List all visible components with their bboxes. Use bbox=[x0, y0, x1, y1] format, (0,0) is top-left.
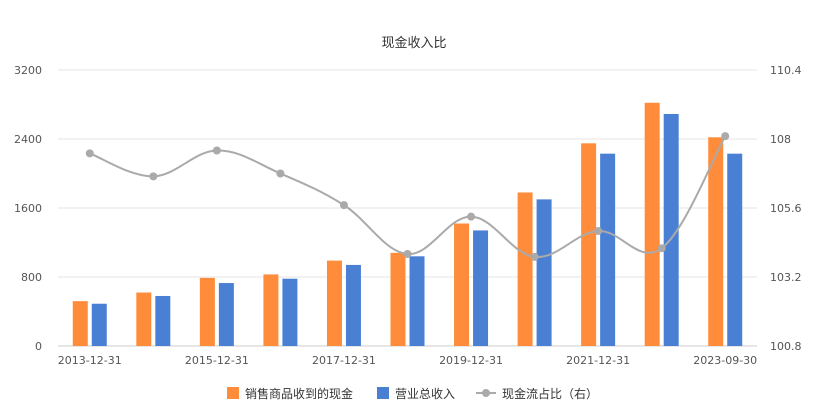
bar-cash-received[interactable] bbox=[390, 252, 406, 346]
y-right-tick-label: 108 bbox=[770, 133, 791, 146]
grid-layer bbox=[58, 69, 757, 347]
bar-cash-received[interactable] bbox=[136, 292, 152, 346]
bar-total-revenue[interactable] bbox=[345, 264, 361, 346]
bar-cash-received[interactable] bbox=[708, 137, 724, 346]
bar-cash-received[interactable] bbox=[199, 277, 215, 346]
bar-cash-received[interactable] bbox=[581, 143, 597, 346]
line-point[interactable] bbox=[721, 132, 730, 141]
x-tick-label: 2015-12-31 bbox=[185, 354, 249, 367]
legend[interactable]: 销售商品收到的现金 营业总收入 现金流占比（右） bbox=[227, 386, 598, 401]
legend-swatch bbox=[377, 387, 389, 399]
line-point[interactable] bbox=[276, 169, 285, 178]
x-tick-label: 2017-12-31 bbox=[312, 354, 376, 367]
bar-total-revenue[interactable] bbox=[282, 278, 298, 346]
legend-swatch bbox=[482, 389, 490, 397]
bar-cash-received[interactable] bbox=[644, 102, 660, 347]
line-layer bbox=[85, 132, 730, 261]
legend-swatch bbox=[227, 387, 239, 399]
line-point[interactable] bbox=[594, 227, 603, 235]
y-right-tick-label: 105.6 bbox=[770, 202, 802, 215]
legend-label: 营业总收入 bbox=[395, 387, 455, 401]
y-left-tick-label: 1600 bbox=[14, 202, 42, 215]
y-left-tick-label: 3200 bbox=[14, 64, 42, 77]
bars-layer bbox=[72, 102, 743, 347]
bar-total-revenue[interactable] bbox=[91, 303, 107, 346]
bar-cash-received[interactable] bbox=[517, 192, 533, 346]
legend-item[interactable]: 现金流占比（右） bbox=[476, 386, 598, 401]
bar-cash-received[interactable] bbox=[454, 223, 470, 346]
bar-total-revenue[interactable] bbox=[663, 113, 679, 346]
y-left-tick-label: 800 bbox=[21, 271, 42, 284]
legend-label: 现金流占比（右） bbox=[502, 386, 598, 401]
x-tick-label: 2023-09-30 bbox=[693, 354, 757, 367]
line-point[interactable] bbox=[212, 146, 221, 155]
line-point[interactable] bbox=[339, 201, 348, 210]
legend-item[interactable]: 营业总收入 bbox=[377, 387, 455, 401]
y-right-tick-label: 110.4 bbox=[770, 64, 802, 77]
y-right-tick-label: 100.8 bbox=[770, 340, 802, 353]
y-right-tick-label: 103.2 bbox=[770, 271, 802, 284]
x-tick-label: 2013-12-31 bbox=[58, 354, 122, 367]
y-left-tick-label: 2400 bbox=[14, 133, 42, 146]
line-cash-ratio bbox=[89, 135, 727, 258]
legend-label: 销售商品收到的现金 bbox=[245, 386, 353, 401]
legend-item[interactable]: 销售商品收到的现金 bbox=[227, 386, 353, 401]
bar-cash-received[interactable] bbox=[326, 260, 342, 346]
line-point[interactable] bbox=[467, 212, 476, 221]
bar-total-revenue[interactable] bbox=[600, 153, 616, 346]
bar-total-revenue[interactable] bbox=[536, 199, 552, 346]
line-point[interactable] bbox=[85, 149, 94, 158]
x-tick-label: 2019-12-31 bbox=[439, 354, 503, 367]
x-tick-label: 2021-12-31 bbox=[566, 354, 630, 367]
y-left-tick-label: 0 bbox=[35, 340, 42, 353]
line-point[interactable] bbox=[149, 172, 158, 181]
bar-cash-received[interactable] bbox=[72, 301, 88, 346]
bar-total-revenue[interactable] bbox=[218, 283, 234, 346]
bar-cash-received[interactable] bbox=[263, 274, 279, 346]
axis-layer: 0 800 1600 2400 3200 100.8 103.2 105.6 108 110.4 2… bbox=[14, 64, 802, 367]
bar-total-revenue[interactable] bbox=[409, 256, 425, 346]
bar-total-revenue[interactable] bbox=[155, 295, 171, 346]
bar-total-revenue[interactable] bbox=[473, 230, 489, 346]
line-point[interactable] bbox=[403, 250, 412, 258]
chart-title: 现金收入比 bbox=[381, 35, 446, 51]
line-point[interactable] bbox=[657, 244, 666, 253]
bar-total-revenue[interactable] bbox=[727, 153, 743, 346]
line-point[interactable] bbox=[530, 252, 539, 261]
